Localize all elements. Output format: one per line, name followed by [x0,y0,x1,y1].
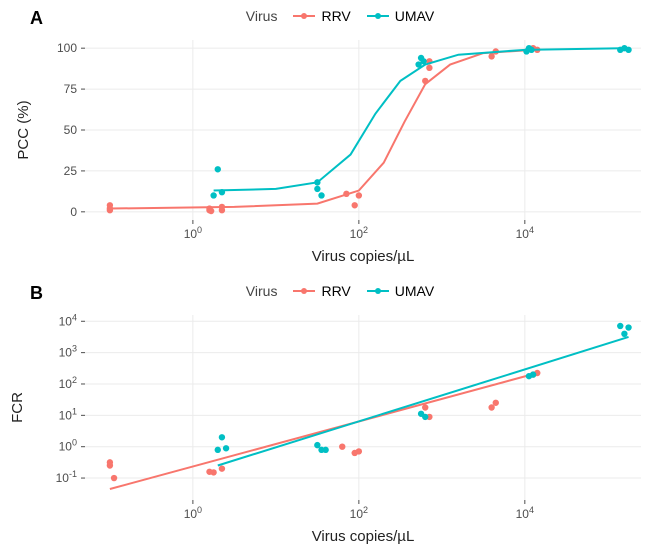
svg-text:Virus copies/µL: Virus copies/µL [312,528,415,545]
svg-text:103: 103 [59,344,77,360]
svg-text:50: 50 [64,123,78,137]
svg-text:100: 100 [59,438,77,454]
legend-a-item-umav: UMAV [367,8,434,24]
svg-text:102: 102 [350,505,368,521]
svg-text:104: 104 [516,505,534,521]
svg-text:75: 75 [64,82,78,96]
legend-b-rrv-label: RRV [321,283,350,299]
svg-text:25: 25 [64,164,78,178]
svg-text:Virus copies/µL: Virus copies/µL [312,248,415,265]
svg-text:100: 100 [184,225,202,241]
svg-text:100: 100 [184,505,202,521]
panel-a-label: A [30,8,43,29]
legend-a-item-rrv: RRV [293,8,350,24]
legend-b-item-umav: UMAV [367,283,434,299]
svg-text:0: 0 [70,205,77,219]
legend-swatch-rrv [293,9,315,23]
svg-text:102: 102 [350,225,368,241]
legend-swatch-rrv-b [293,284,315,298]
panel-b-label: B [30,283,43,304]
legend-a-umav-label: UMAV [395,8,434,24]
svg-text:10-1: 10-1 [56,469,77,485]
svg-text:100: 100 [57,41,77,55]
legend-a: Virus RRV UMAV [200,8,480,24]
svg-text:FCR: FCR [9,392,26,423]
legend-a-title: Virus [246,8,278,24]
legend-a-rrv-label: RRV [321,8,350,24]
legend-b: Virus RRV UMAV [200,283,480,299]
legend-b-umav-label: UMAV [395,283,434,299]
chart-b: 10-1 100 101 102 103 104 100 102 104 Virus copies… [0,305,666,555]
svg-text:104: 104 [59,312,77,328]
svg-text:101: 101 [59,406,77,422]
chart-a: 0 25 50 75 100 100 102 104 Virus copies/µL PCC (%… [0,30,666,275]
legend-b-item-rrv: RRV [293,283,350,299]
svg-text:104: 104 [516,225,534,241]
svg-text:102: 102 [59,375,77,391]
legend-b-title: Virus [246,283,278,299]
legend-swatch-umav-b [367,284,389,298]
svg-text:PCC (%): PCC (%) [15,100,32,159]
legend-swatch-umav [367,9,389,23]
